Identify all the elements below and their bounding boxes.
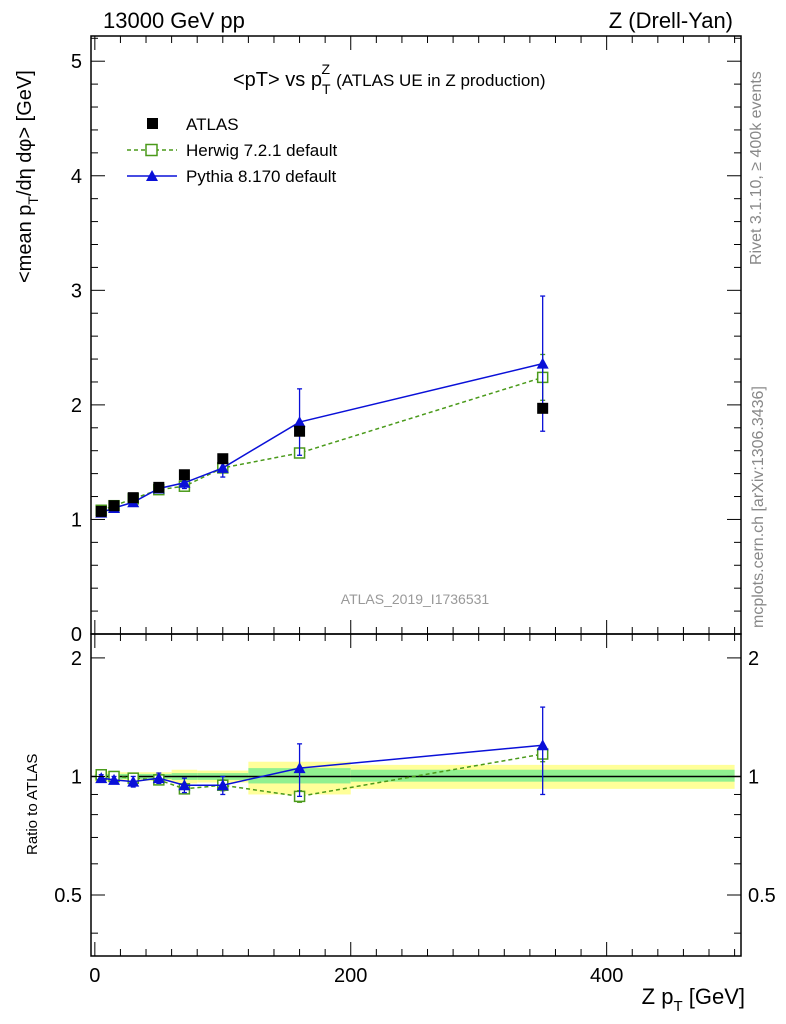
pythia-ratio-point [216, 779, 229, 791]
legend-pythia-label: Pythia 8.170 default [186, 167, 337, 186]
pythia-ratio-point [108, 773, 121, 785]
main-title-sub: T [322, 81, 331, 97]
pythia-ratio-point [152, 772, 165, 784]
pythia-ratio-point [95, 772, 108, 784]
ratio-y-tick-label-right: 0.5 [748, 885, 776, 907]
ratio-y-tick-label-left: 1 [71, 766, 82, 788]
pythia-point [293, 416, 306, 428]
legend-herwig-label: Herwig 7.2.1 default [186, 141, 337, 160]
main-series [95, 295, 549, 518]
x-axis-label: Z pT [GeV] [642, 984, 745, 1015]
pythia-ratio-point [293, 762, 306, 774]
atlas-point [178, 469, 190, 481]
header-right: Z (Drell-Yan) [609, 8, 733, 33]
legend-herwig-marker [145, 143, 158, 157]
atlas-point [537, 402, 549, 414]
x-tick-label: 200 [334, 965, 367, 987]
pythia-line [100, 362, 543, 514]
main-title: <pT> vs pTZ (ATLAS UE in Z production) [233, 61, 546, 97]
main-y-tick-label: 2 [71, 395, 82, 417]
ratio-bands [94, 761, 735, 795]
atlas-point [217, 453, 229, 465]
ratio-y-tick-label-right: 1 [748, 766, 759, 788]
main-y-tick-label: 4 [71, 166, 82, 188]
pythia-ratio-point [536, 739, 549, 751]
main-title-text: <pT> vs p [233, 69, 322, 91]
mcplots-label: mcplots.cern.ch [arXiv:1306.3436] [750, 386, 767, 628]
x-tick-label: 400 [590, 965, 623, 987]
pythia-ratio-point [127, 775, 140, 787]
atlas-point [108, 500, 120, 512]
ratio-y-tick-label-left: 0.5 [54, 885, 82, 907]
main-title-sup: Z [322, 61, 331, 77]
pythia-point [178, 476, 191, 488]
rivet-label: Rivet 3.1.10, ≥ 400k events [748, 71, 765, 265]
pythia-ratio-point [178, 779, 191, 791]
main-y-tick-label: 3 [71, 280, 82, 302]
analysis-watermark: ATLAS_2019_I1736531 [341, 591, 490, 607]
axes: 0 200 400 0 1 2 3 4 5 0.5 0.5 1 1 2 2 [54, 35, 776, 987]
pythia-point [216, 461, 229, 473]
legend-atlas-label: ATLAS [186, 115, 239, 134]
herwig-line [100, 376, 543, 511]
header-left: 13000 GeV pp [103, 8, 245, 33]
x-tick-label: 0 [89, 965, 100, 987]
legend-pythia-marker [146, 170, 158, 181]
pythia-point [536, 357, 549, 369]
ratio-y-tick-label-left: 2 [71, 648, 82, 670]
main-y-tick-label: 1 [71, 509, 82, 531]
atlas-point [95, 505, 107, 517]
ratio-series [95, 706, 549, 803]
main-y-label: <mean pT/dη dφ> [GeV] [14, 70, 41, 283]
ratio-y-tick-label-right: 2 [748, 648, 759, 670]
legend: ATLAS Herwig 7.2.1 default Pythia 8.170 … [127, 115, 337, 186]
ratio-frame [90, 633, 742, 957]
atlas-point [294, 425, 306, 437]
ratio-y-label: Ratio to ATLAS [24, 754, 41, 855]
atlas-point [127, 492, 139, 504]
legend-atlas-marker [147, 118, 158, 129]
atlas-point [153, 481, 165, 493]
main-y-tick-label: 0 [71, 624, 82, 646]
main-title-note: (ATLAS UE in Z production) [336, 71, 545, 90]
main-y-tick-label: 5 [71, 51, 82, 73]
